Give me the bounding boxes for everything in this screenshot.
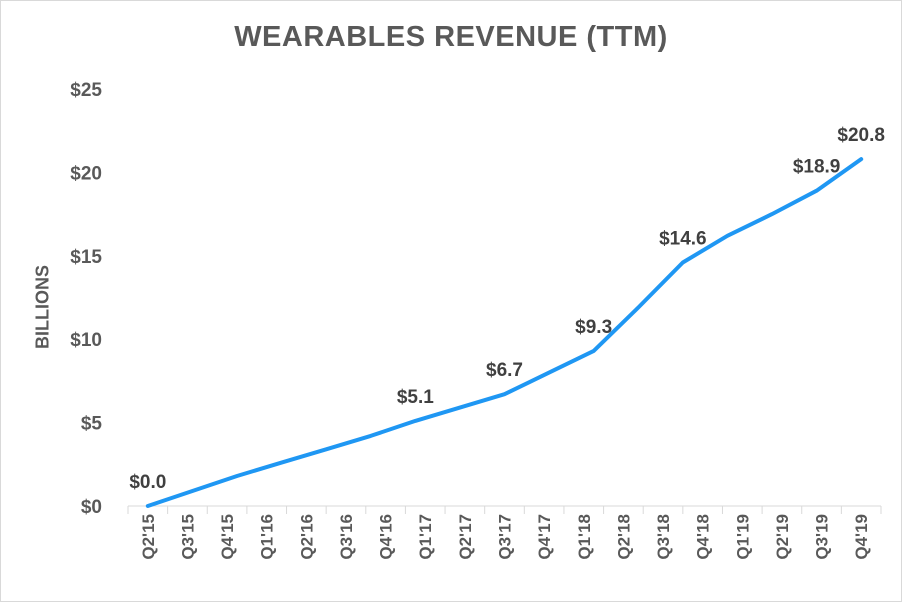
- x-tick-label: Q2'15: [139, 514, 158, 560]
- x-tick-label: Q4'17: [535, 514, 554, 560]
- x-tick-labels: Q2'15 Q3'15 Q4'15 Q1'16 Q2'16 Q3'16 Q4'16 Q1'17…: [139, 514, 871, 560]
- y-tick-labels: $0 $5 $10 $15 $20 $25: [70, 80, 102, 518]
- x-tick-label: Q3'15: [178, 514, 197, 560]
- data-label: $6.7: [486, 360, 523, 381]
- data-label: $14.6: [659, 228, 707, 249]
- x-tick-label: Q1'18: [575, 514, 594, 560]
- y-tick-label: $5: [81, 414, 103, 435]
- x-tick-label: Q3'18: [654, 514, 673, 560]
- x-tick-label: Q1'17: [416, 514, 435, 560]
- chart-title: WEARABLES REVENUE (TTM): [234, 21, 668, 53]
- x-tick-label: Q1'19: [733, 514, 752, 560]
- data-label: $20.8: [837, 125, 885, 146]
- x-tick-label: Q3'17: [496, 514, 515, 560]
- series-line: [145, 157, 864, 508]
- axes: [127, 505, 882, 514]
- data-label: $5.1: [397, 387, 434, 408]
- x-tick-label: Q4'15: [218, 514, 237, 560]
- series-group: [145, 157, 864, 508]
- y-tick-label: $20: [70, 163, 102, 184]
- y-tick-label: $15: [70, 247, 102, 268]
- x-tick-label: Q1'16: [258, 514, 277, 560]
- x-tick-label: Q3'16: [337, 514, 356, 560]
- x-tick-label: Q2'19: [773, 514, 792, 560]
- x-tick-label: Q2'17: [456, 514, 475, 560]
- x-tick-label: Q4'18: [694, 514, 713, 560]
- data-label: $0.0: [129, 472, 166, 493]
- data-label: $9.3: [575, 317, 612, 338]
- y-tick-label: $0: [81, 497, 102, 518]
- y-tick-label: $25: [70, 80, 102, 101]
- x-tick-label: Q4'16: [377, 514, 396, 560]
- data-labels: $0.0 $5.1 $6.7 $9.3 $14.6 $18.9 $20.8: [129, 125, 885, 493]
- x-tick-label: Q2'18: [614, 514, 633, 560]
- data-label: $18.9: [793, 157, 841, 178]
- x-tick-label: Q4'19: [852, 514, 871, 560]
- x-tick-label: Q2'16: [297, 514, 316, 560]
- x-tick-label: Q3'19: [813, 514, 832, 560]
- y-tick-label: $10: [70, 330, 102, 351]
